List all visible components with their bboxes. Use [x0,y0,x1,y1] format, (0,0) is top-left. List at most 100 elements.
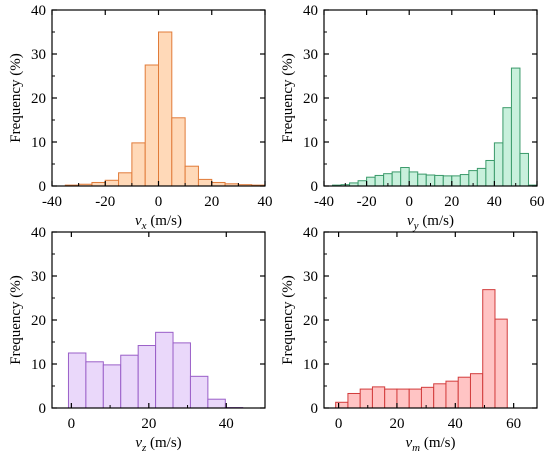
histogram-bar [476,167,487,187]
x-axis-label-symbol: v [135,213,142,229]
histogram-bar [400,167,410,187]
histogram-bar [502,107,512,187]
x-axis-label-subscript: z [141,442,147,454]
histogram-bar [137,345,157,409]
x-tick-label: 0 [335,416,343,432]
x-tick-label: 60 [530,194,545,210]
chart-panel-3: 0 10 20 30 40 0 20 40 Frequency (%) vz (m/s) [8,225,266,454]
x-axis-label-symbol: v [407,213,414,229]
histogram-bar [396,388,410,409]
histogram-bar [189,375,209,409]
y-axis-label: Frequency (%) [8,53,24,143]
y-axis-label: Frequency (%) [280,275,296,365]
y-axis-label: Frequency (%) [8,275,24,365]
histogram-bar [457,376,471,409]
y-tick-label: 10 [31,135,46,151]
histogram-bar [155,331,174,409]
x-tick-label: 40 [258,194,273,210]
histogram-bar [171,117,186,187]
histogram-bar [85,361,104,409]
histogram-bar [172,342,191,409]
x-axis-label-unit: (m/s) [420,435,455,451]
histogram-bar [104,179,120,187]
x-axis-label-subscript: m [412,442,420,454]
histogram-bar [158,31,173,187]
x-tick-label: 0 [405,194,413,210]
y-tick-label: 20 [303,313,318,329]
histogram-bar [366,176,376,187]
histogram-bar [144,64,160,187]
x-tick-label: 60 [506,416,521,432]
histogram-bar [359,388,373,409]
x-axis-label-symbol: v [405,435,412,451]
y-tick-label: 30 [31,269,46,285]
x-axis-label-subscript: x [141,220,147,232]
histogram-bar [510,67,521,187]
y-tick-label: 10 [303,135,318,151]
histogram-bar [347,392,361,409]
histogram-bar [417,173,427,187]
histogram-bar [519,152,529,187]
y-tick-label: 0 [39,401,47,417]
histogram-bar [384,388,398,409]
x-tick-label: 20 [444,194,459,210]
x-tick-label: 40 [487,194,502,210]
x-axis-label-symbol: v [135,435,142,451]
y-tick-label: 20 [31,91,46,107]
x-axis-label-unit: (m/s) [147,213,182,229]
x-tick-label: 0 [68,416,76,432]
histogram-bar [371,386,386,409]
histogram-bar [207,398,226,409]
y-tick-label: 10 [31,357,46,373]
x-tick-label: 40 [448,416,463,432]
histogram-bar [374,174,385,187]
y-tick-label: 0 [311,401,319,417]
x-axis-label: vy (m/s) [407,213,454,232]
histogram-bar [131,142,146,187]
y-tick-label: 20 [31,313,46,329]
chart-panel-1: 0 10 20 30 40 -40 -20 0 20 40 Frequency (%) vx (m/s… [8,3,273,232]
y-tick-label: 30 [303,47,318,63]
x-axis-label-subscript: y [413,220,419,232]
histogram-bar [184,165,199,187]
histogram-bar [408,171,419,187]
y-tick-label: 30 [303,269,318,285]
histogram-bar [391,171,402,187]
histogram-bar [433,383,447,409]
y-axis-label: Frequency (%) [280,53,296,143]
histogram-bar [420,386,435,409]
x-tick-label: -40 [314,194,334,210]
y-tick-label: 0 [39,179,47,195]
histogram-bar [482,289,496,409]
y-tick-label: 40 [303,225,318,241]
histogram-bar [118,172,133,187]
y-tick-label: 0 [311,179,319,195]
histogram-bar [434,174,444,187]
histogram-bar [67,352,87,409]
x-axis-label-unit: (m/s) [146,435,181,451]
y-tick-label: 40 [303,3,318,19]
chart-panel-2: 0 10 20 30 40 -40 -20 0 20 40 60 Frequency (%) vy (m… [280,3,545,232]
histogram-bar [120,354,139,409]
histogram-bar [445,380,459,409]
histogram-bar [102,364,122,409]
x-axis-label: vx (m/s) [135,213,182,232]
x-axis-label-unit: (m/s) [419,213,454,229]
x-tick-label: 20 [141,416,156,432]
x-tick-label: 20 [389,416,404,432]
x-axis-label: vm (m/s) [405,435,455,454]
histogram-bar [357,180,368,187]
y-tick-label: 10 [303,357,318,373]
y-tick-label: 20 [303,91,318,107]
histogram-bar [493,142,504,187]
x-tick-label: -40 [42,194,62,210]
x-tick-label: 20 [204,194,219,210]
y-tick-label: 40 [31,225,46,241]
histogram-bar [469,373,484,409]
histogram-bar [494,318,508,409]
x-tick-label: 40 [219,416,234,432]
y-tick-label: 40 [31,3,46,19]
x-axis-label: vz (m/s) [135,435,181,454]
chart-panel-4: 0 10 20 30 40 0 20 40 60 Frequency (%) vm (m/s) [280,225,538,454]
